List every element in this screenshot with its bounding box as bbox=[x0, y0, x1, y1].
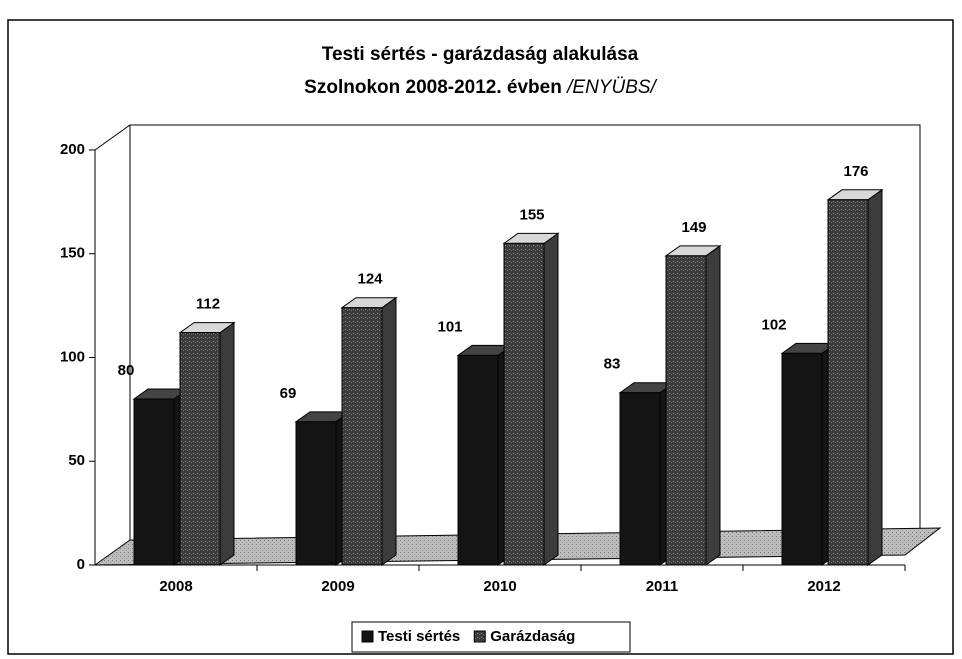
chart-title: Szolnokon 2008-2012. évben /ENYÜBS/ bbox=[304, 77, 657, 98]
bar bbox=[503, 242, 545, 566]
legend-swatch bbox=[473, 630, 486, 643]
value-label: 83 bbox=[604, 356, 621, 373]
y-tick-label: 200 bbox=[60, 141, 85, 158]
bar-3d bbox=[502, 232, 560, 566]
bar bbox=[619, 392, 661, 566]
x-tick-label: 2008 bbox=[159, 578, 192, 595]
bar-3d bbox=[340, 296, 398, 566]
value-label: 112 bbox=[196, 296, 220, 313]
value-label: 149 bbox=[681, 219, 706, 236]
legend bbox=[351, 621, 631, 653]
bar bbox=[827, 199, 869, 566]
chart-title-part: Szolnokon 2008-2012. évben bbox=[304, 77, 562, 98]
x-tick-label: 2011 bbox=[646, 578, 679, 595]
y-tick-label: 150 bbox=[60, 245, 85, 262]
value-label: 80 bbox=[118, 362, 135, 379]
y-tick-label: 100 bbox=[60, 348, 85, 365]
chart-border bbox=[7, 19, 954, 655]
legend-label: Garázdaság bbox=[490, 628, 575, 645]
chart-title: Testi sértés - garázdaság alakulása bbox=[322, 44, 639, 65]
bar bbox=[457, 354, 499, 566]
bar bbox=[295, 421, 337, 566]
bar-3d bbox=[178, 321, 236, 566]
x-tick-label: 2012 bbox=[807, 578, 840, 595]
value-label: 155 bbox=[519, 206, 544, 223]
x-tick-label: 2009 bbox=[321, 578, 354, 595]
bar-side bbox=[867, 188, 883, 566]
bar-side bbox=[219, 321, 235, 566]
back-wall bbox=[94, 124, 921, 528]
legend-label: Testi sértés bbox=[378, 628, 460, 645]
bar-3d bbox=[664, 244, 722, 566]
value-label: 176 bbox=[843, 163, 868, 180]
value-label: 101 bbox=[437, 318, 462, 335]
bar bbox=[781, 352, 823, 566]
value-label: 102 bbox=[761, 316, 786, 333]
y-tick-label: 50 bbox=[68, 452, 85, 469]
bar-side bbox=[705, 244, 721, 566]
x-tick-label: 2010 bbox=[483, 578, 516, 595]
bar bbox=[341, 307, 383, 566]
value-label: 69 bbox=[280, 385, 297, 402]
bar bbox=[133, 398, 175, 566]
bar-3d bbox=[826, 188, 884, 566]
bar bbox=[665, 255, 707, 566]
bar-side bbox=[543, 232, 559, 566]
value-label: 124 bbox=[357, 271, 383, 288]
bar-side bbox=[381, 296, 397, 566]
legend-swatch bbox=[361, 630, 374, 643]
bar bbox=[179, 332, 221, 566]
y-tick-label: 0 bbox=[77, 556, 85, 573]
chart-title-part: /ENYÜBS/ bbox=[565, 77, 657, 98]
